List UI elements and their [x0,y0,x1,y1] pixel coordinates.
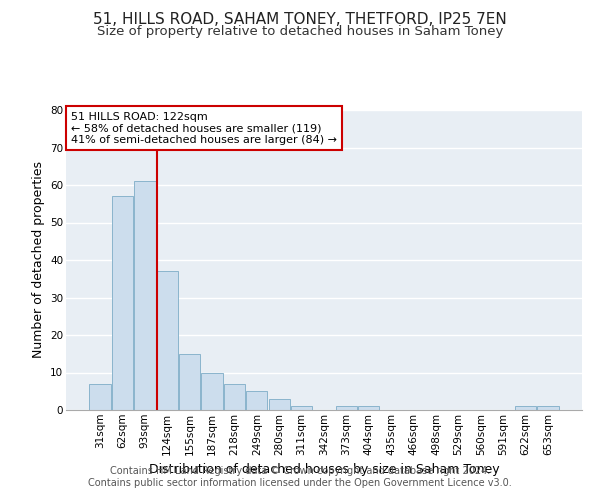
Bar [202,372,223,410]
Bar [291,406,312,410]
Bar [157,271,178,410]
X-axis label: Distribution of detached houses by size in Saham Toney: Distribution of detached houses by size … [149,463,499,476]
Bar [134,181,155,410]
Bar [89,384,111,410]
Text: Size of property relative to detached houses in Saham Toney: Size of property relative to detached ho… [97,25,503,38]
Bar [269,399,290,410]
Y-axis label: Number of detached properties: Number of detached properties [32,162,44,358]
Bar [358,406,379,410]
Bar [112,196,133,410]
Bar [336,406,357,410]
Bar [515,406,536,410]
Bar [224,384,245,410]
Text: 51, HILLS ROAD, SAHAM TONEY, THETFORD, IP25 7EN: 51, HILLS ROAD, SAHAM TONEY, THETFORD, I… [93,12,507,28]
Text: 51 HILLS ROAD: 122sqm
← 58% of detached houses are smaller (119)
41% of semi-det: 51 HILLS ROAD: 122sqm ← 58% of detached … [71,112,337,144]
Text: Contains HM Land Registry data © Crown copyright and database right 2024.
Contai: Contains HM Land Registry data © Crown c… [88,466,512,487]
Bar [179,354,200,410]
Bar [537,406,559,410]
Bar [246,391,268,410]
